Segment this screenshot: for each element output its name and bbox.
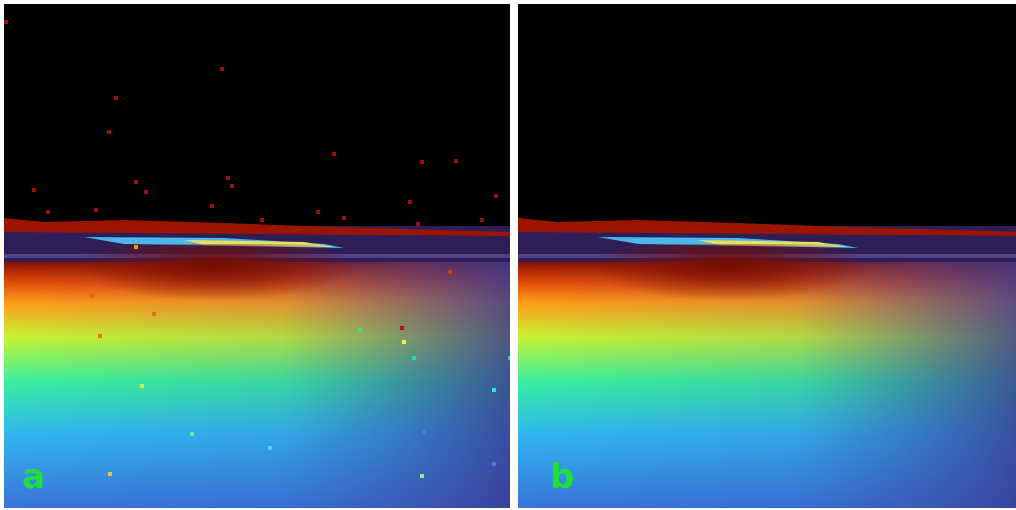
figure: a b <box>0 0 1016 510</box>
panel-label: a <box>22 457 45 497</box>
panel-label: b <box>550 457 574 497</box>
panel-b: b <box>518 4 1016 508</box>
panel-a: a <box>4 4 510 508</box>
